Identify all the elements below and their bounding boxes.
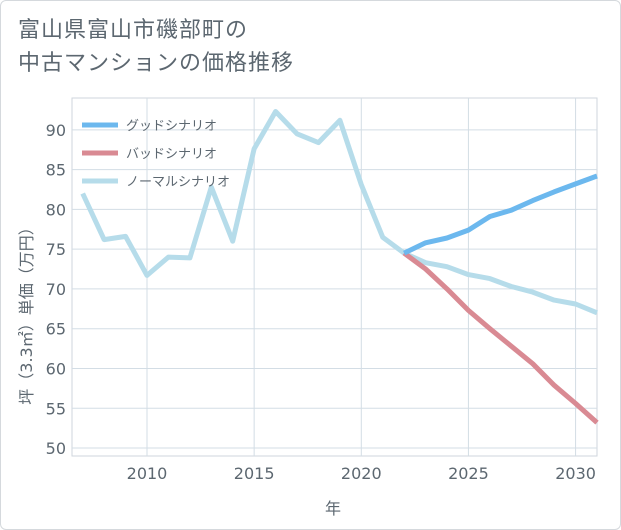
y-tick-label-60: 60 — [46, 359, 66, 378]
x-tick-label-2015: 2015 — [234, 464, 275, 483]
y-tick-label-55: 55 — [46, 399, 66, 418]
y-axis-label: 坪（3.3㎡）単価（万円） — [17, 219, 36, 404]
y-tick-label-50: 50 — [46, 439, 66, 458]
y-axis-ticks: 50 55 60 65 70 75 80 85 90 — [46, 121, 66, 458]
x-tick-label-2010: 2010 — [127, 464, 168, 483]
y-tick-label-80: 80 — [46, 200, 66, 219]
chart-title-line1: 富山県富山市磯部町の — [18, 18, 249, 43]
plot-area — [71, 97, 598, 457]
x-tick-label-2020: 2020 — [341, 464, 382, 483]
x-axis-ticks: 2010 2015 2020 2025 2030 — [127, 464, 596, 483]
series-line-bad — [402, 251, 599, 425]
legend-label-normal: ノーマルシナリオ — [126, 175, 230, 190]
chart-title-line2: 中古マンションの価格推移 — [18, 51, 295, 76]
series-line-normal — [80, 109, 598, 316]
grid-lines — [72, 98, 597, 456]
x-tick-label-2025: 2025 — [448, 464, 489, 483]
y-tick-label-85: 85 — [46, 161, 66, 180]
x-tick-label-2030: 2030 — [555, 464, 596, 483]
y-tick-label-90: 90 — [46, 121, 66, 140]
x-axis-label: 年 — [325, 499, 341, 518]
chart-title: 富山県富山市磯部町の 中古マンションの価格推移 — [18, 14, 608, 80]
series-line-good — [403, 173, 598, 256]
y-tick-label-75: 75 — [46, 240, 66, 259]
legend-label-bad: バッドシナリオ — [126, 147, 217, 162]
series-lines — [80, 109, 599, 425]
y-tick-label-65: 65 — [46, 320, 66, 339]
y-tick-label-70: 70 — [46, 280, 66, 299]
legend-label-good: グッドシナリオ — [126, 119, 217, 134]
